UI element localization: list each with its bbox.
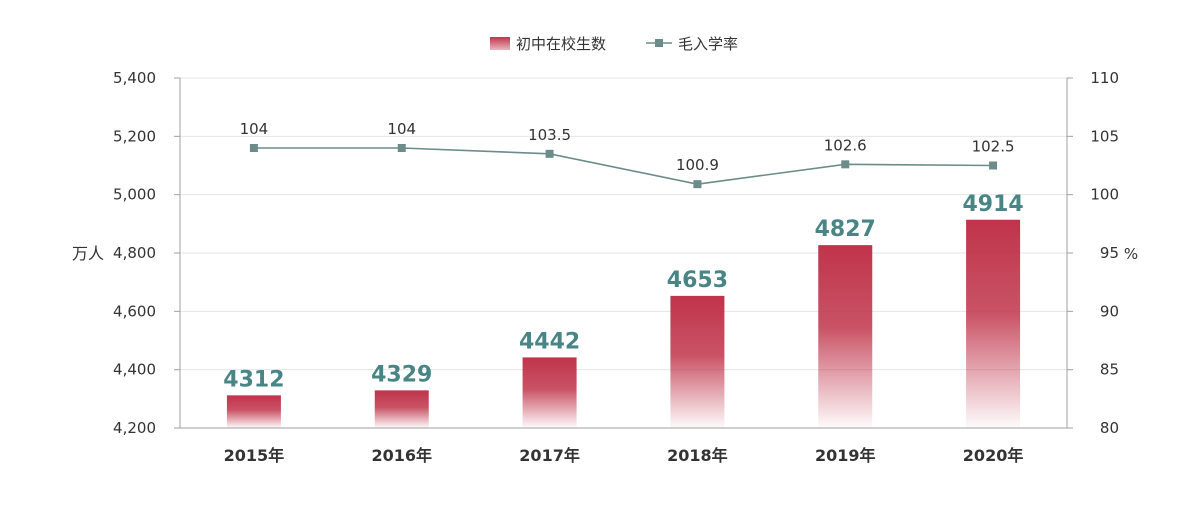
gridlines — [180, 77, 1067, 371]
legend-line-marker — [655, 39, 663, 47]
y-right-tick-label: 105 — [1090, 127, 1119, 145]
line-value-label: 104 — [240, 120, 269, 138]
bar-value-label: 4329 — [371, 362, 432, 387]
legend-bar-label: 初中在校生数 — [516, 35, 606, 53]
line-point — [249, 144, 258, 152]
bar — [522, 357, 577, 428]
legend: 初中在校生数 毛入学率 — [490, 35, 738, 53]
line-value-label: 104 — [387, 120, 416, 138]
line-series — [249, 144, 998, 189]
bar — [966, 219, 1021, 428]
y-right-tick-label: 80 — [1100, 419, 1119, 437]
y-left-tick-label: 4,800 — [113, 244, 156, 262]
x-tick-label: 2016年 — [371, 446, 432, 465]
y-left-tick-label: 5,200 — [113, 127, 156, 145]
y-left-tick-label: 4,200 — [113, 419, 156, 437]
data-labels: 4312 4329 4442 4653 4827 4914 104 104 103.5 100.9… — [223, 120, 1023, 392]
bar-value-label: 4827 — [815, 217, 876, 242]
x-tick-label: 2015年 — [224, 446, 285, 465]
y-right-axis-label: % — [1124, 245, 1138, 263]
bar — [374, 390, 429, 428]
axes: 4,200 4,400 4,600 4,800 5,000 5,200 5,400 80 85 9… — [72, 69, 1138, 465]
y-left-axis-label: 万人 — [72, 244, 104, 263]
bar-series — [226, 219, 1021, 428]
y-right-tick-label: 90 — [1100, 302, 1119, 320]
line-value-label: 102.5 — [972, 138, 1015, 156]
line-point — [841, 160, 850, 169]
y-right-tick-label: 85 — [1100, 361, 1119, 379]
line-value-label: 102.6 — [824, 136, 867, 154]
y-right-tick-label: 110 — [1090, 69, 1119, 87]
line-point — [989, 161, 998, 170]
y-left-tick-label: 5,400 — [113, 69, 156, 87]
bar-value-label: 4914 — [962, 192, 1023, 217]
y-left-tick-label: 4,400 — [113, 361, 156, 379]
x-tick-label: 2017年 — [519, 446, 580, 465]
y-left-tick-label: 5,000 — [113, 186, 156, 204]
x-tick-label: 2019年 — [815, 446, 876, 465]
x-tick-label: 2018年 — [667, 446, 728, 465]
y-right-tick-label: 95 — [1100, 244, 1119, 262]
bar-value-label: 4442 — [519, 329, 580, 354]
line-value-label: 100.9 — [676, 156, 719, 174]
x-tick-label: 2020年 — [963, 446, 1024, 465]
bar — [670, 295, 725, 428]
line-value-label: 103.5 — [528, 126, 571, 144]
bar — [818, 245, 873, 428]
y-left-tick-label: 4,600 — [113, 302, 156, 320]
line-point — [545, 149, 554, 158]
line-point — [693, 180, 702, 189]
y-right-tick-label: 100 — [1090, 186, 1119, 204]
bar-value-label: 4653 — [667, 268, 728, 293]
bar-value-label: 4312 — [223, 367, 284, 392]
legend-line-label: 毛入学率 — [678, 35, 738, 53]
legend-bar-swatch — [490, 37, 510, 50]
bar — [226, 395, 281, 428]
line-path — [253, 147, 994, 185]
line-point — [397, 144, 406, 152]
